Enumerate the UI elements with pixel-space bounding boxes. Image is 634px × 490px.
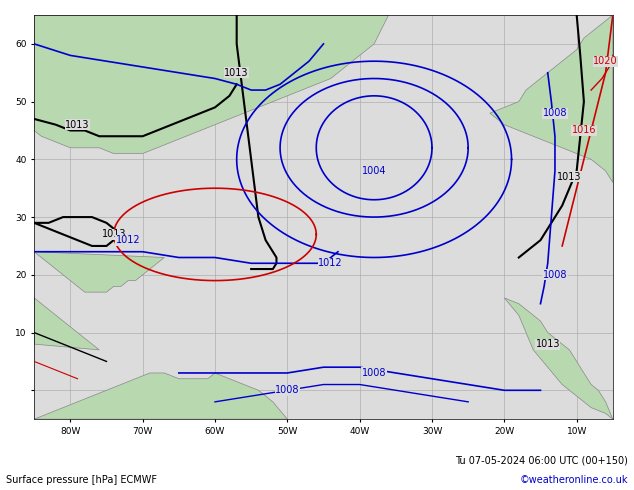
Text: 1013: 1013 (536, 339, 560, 349)
Text: 1008: 1008 (275, 385, 300, 395)
Text: 1013: 1013 (101, 229, 126, 240)
Text: 1004: 1004 (362, 166, 386, 176)
Polygon shape (490, 15, 613, 182)
Text: ©weatheronline.co.uk: ©weatheronline.co.uk (519, 475, 628, 485)
Polygon shape (34, 15, 389, 153)
Polygon shape (34, 373, 287, 419)
Text: 1008: 1008 (362, 368, 386, 378)
Polygon shape (34, 298, 100, 350)
Text: 1008: 1008 (543, 108, 567, 118)
Text: Tu 07-05-2024 06:00 UTC (00+150): Tu 07-05-2024 06:00 UTC (00+150) (455, 456, 628, 466)
Polygon shape (34, 252, 164, 292)
Text: 1013: 1013 (224, 68, 249, 78)
Text: 1020: 1020 (593, 56, 618, 66)
Text: 1012: 1012 (318, 258, 343, 268)
Text: 1008: 1008 (543, 270, 567, 280)
Text: Surface pressure [hPa] ECMWF: Surface pressure [hPa] ECMWF (6, 475, 157, 485)
Text: 1013: 1013 (65, 120, 90, 130)
Polygon shape (504, 298, 613, 419)
Text: 1012: 1012 (116, 235, 141, 245)
Text: 1016: 1016 (572, 125, 596, 135)
Text: 1013: 1013 (557, 172, 581, 182)
